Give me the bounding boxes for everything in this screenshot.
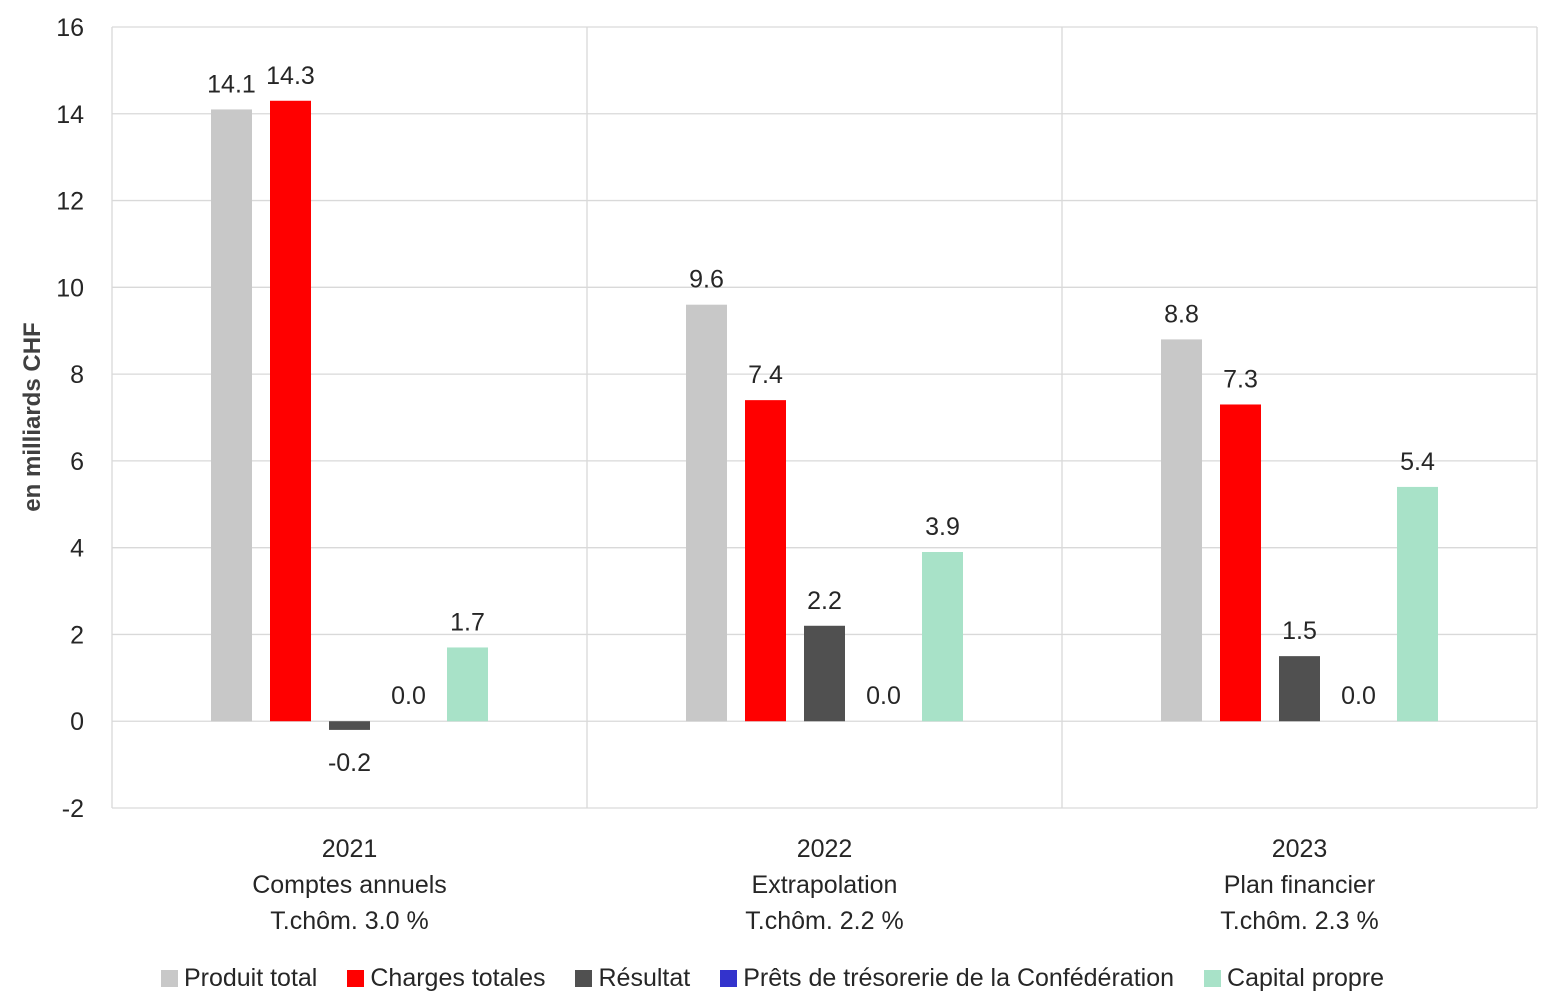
bar [1279,656,1320,722]
legend-label: Capital propre [1227,963,1385,992]
gridlines [111,26,1538,809]
legend-item: Capital propre [1204,964,1384,993]
legend-item: Prêts de trésorerie de la Confédération [720,964,1174,993]
legend-swatch [575,969,593,987]
legend-swatch [1204,969,1222,987]
data-label: -0.2 [328,749,371,777]
bar [745,400,786,722]
y-tick-label: 10 [56,274,84,302]
x-tick-label: T.chôm. 2.3 % [1220,907,1378,935]
bar [329,721,370,730]
data-label: 14.1 [207,70,256,98]
bar [686,304,727,722]
y-tick-label: 0 [70,708,84,736]
x-tick-label: Plan financier [1224,871,1375,899]
legend-item: Charges totales [347,964,545,993]
y-axis-ticks: -2 0 2 4 6 8 10 12 14 16 [56,14,84,823]
x-tick-label: 2023 [1272,835,1328,863]
legend-label: Charges totales [370,963,546,992]
legend-item: Résultat [575,964,690,993]
data-label: 0.0 [866,682,901,710]
y-tick-label: 12 [56,188,84,216]
x-tick-label: T.chôm. 3.0 % [270,907,428,935]
legend-swatch [160,969,178,987]
x-tick-label: 2022 [797,835,853,863]
y-tick-label: -2 [62,795,84,823]
x-tick-label: 2021 [322,835,378,863]
data-label: 7.3 [1223,365,1258,393]
x-axis-ticks: 2021 Comptes annuels T.chôm. 3.0 % 2022 Extr… [252,835,1378,935]
legend-swatch [347,969,365,987]
bar [1161,339,1202,722]
y-tick-label: 16 [56,14,84,42]
data-label: 9.6 [689,266,724,294]
data-label: 1.7 [450,608,485,636]
legend-swatch [720,969,738,987]
x-tick-label: Extrapolation [752,871,898,899]
y-tick-label: 2 [70,621,84,649]
bars [211,100,1438,730]
data-label: 2.2 [807,587,842,615]
legend-label: Prêts de trésorerie de la Confédération [743,963,1175,992]
data-label: 1.5 [1282,617,1317,645]
data-label: 8.8 [1164,300,1199,328]
y-tick-label: 4 [70,535,84,563]
data-label: 0.0 [391,682,426,710]
bar [270,100,311,722]
x-tick-label: T.chôm. 2.2 % [745,907,903,935]
bar [1397,486,1438,722]
legend-label: Produit total [183,963,318,992]
bar [211,109,252,722]
bar [804,625,845,722]
data-label: 0.0 [1341,682,1376,710]
bar [922,552,963,722]
data-label: 5.4 [1400,448,1435,476]
data-label: 3.9 [925,513,960,541]
legend-item: Produit total [160,963,318,993]
data-labels: 14.1 14.3 -0.2 0.0 1.7 9.6 7.4 2.2 0.0 3.9 8.8 7.3 1… [207,62,1435,777]
y-tick-label: 8 [70,361,84,389]
y-axis-label: en milliards CHF [19,322,46,511]
y-tick-label: 14 [56,101,84,129]
bar [447,647,488,722]
legend-label: Résultat [598,963,691,992]
x-tick-label: Comptes annuels [252,871,447,899]
legend: Produit total Charges totales Résultat Prêt… [0,960,1545,996]
bar [1220,404,1261,722]
y-tick-label: 6 [70,448,84,476]
data-label: 14.3 [266,62,315,90]
data-label: 7.4 [748,361,783,389]
